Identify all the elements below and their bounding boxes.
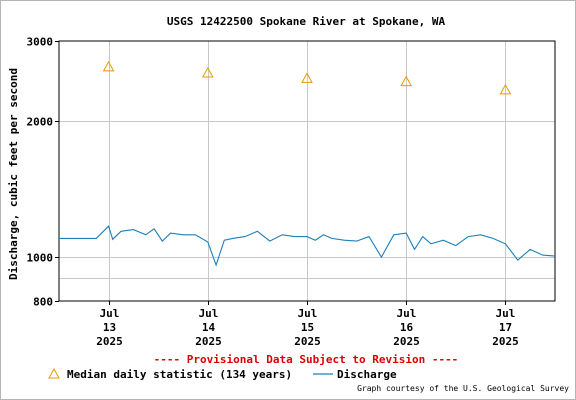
median-marker	[301, 72, 313, 83]
y-axis-label: Discharge, cubic feet per second	[7, 68, 20, 280]
y-axis-ticks: 800 1000 2000 3000	[27, 36, 59, 309]
x-tick-label: 16	[400, 321, 414, 334]
provisional-data-note: ---- Provisional Data Subject to Revisio…	[154, 353, 459, 366]
x-axis-ticks: Jul132025Jul142025Jul152025Jul162025Jul1…	[96, 301, 519, 348]
x-tick-label: 14	[202, 321, 216, 334]
median-marker	[201, 66, 214, 78]
chart-title: USGS 12422500 Spokane River at Spokane, …	[167, 15, 446, 28]
x-tick-label: Jul	[496, 307, 516, 320]
discharge-line	[59, 225, 556, 267]
legend-discharge-label: Discharge	[337, 368, 397, 381]
y-tick-label: 2000	[27, 116, 54, 129]
median-marker	[400, 75, 413, 87]
y-tick-label: 1000	[27, 252, 54, 265]
graph-credit: Graph courtesy of the U.S. Geological Su…	[357, 384, 569, 393]
x-tick-label: 2025	[393, 335, 420, 348]
grid-lines	[59, 41, 555, 301]
x-tick-label: 2025	[492, 335, 519, 348]
x-tick-label: 2025	[294, 335, 321, 348]
x-tick-label: Jul	[100, 307, 120, 320]
x-tick-label: Jul	[397, 307, 417, 320]
median-marker	[102, 60, 115, 72]
x-tick-label: 2025	[195, 335, 222, 348]
x-tick-label: Jul	[199, 307, 219, 320]
x-tick-label: 17	[499, 321, 512, 334]
legend-median-label: Median daily statistic (134 years)	[67, 368, 292, 381]
x-tick-label: 13	[103, 321, 116, 334]
x-tick-label: Jul	[298, 307, 318, 320]
median-marker	[499, 83, 512, 95]
x-tick-label: 15	[301, 321, 314, 334]
x-tick-label: 2025	[96, 335, 123, 348]
series-area	[59, 60, 556, 267]
legend: Median daily statistic (134 years) Disch…	[48, 367, 397, 381]
legend-median-marker	[48, 367, 60, 379]
y-tick-label: 800	[33, 296, 53, 309]
y-tick-label: 3000	[27, 36, 54, 49]
